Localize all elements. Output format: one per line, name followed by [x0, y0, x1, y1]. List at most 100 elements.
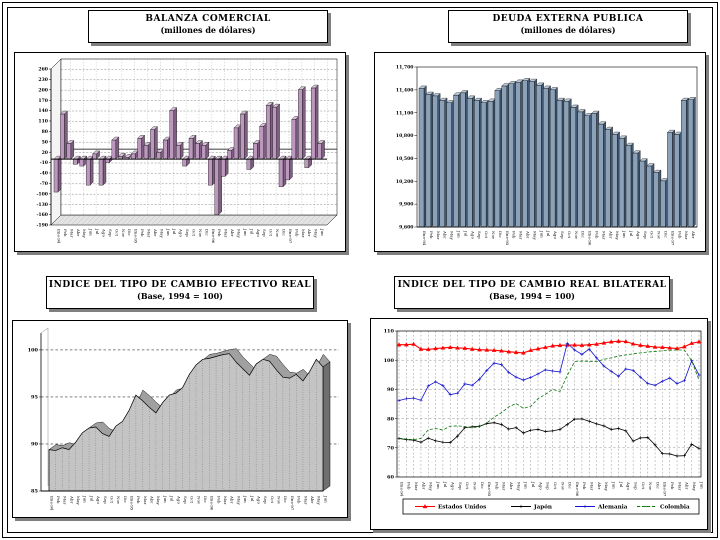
- svg-text:Abr: Abr: [443, 230, 448, 238]
- svg-text:Ene-95: Ene-95: [129, 496, 134, 511]
- svg-text:Feb: Feb: [512, 231, 517, 239]
- efectivo-title-box: INDICE DEL TIPO DE CAMBIO EFECTIVO REAL …: [46, 276, 314, 309]
- svg-text:Jul: Jul: [619, 481, 624, 488]
- svg-text:Jun: Jun: [539, 230, 544, 238]
- svg-text:-70: -70: [40, 181, 48, 187]
- svg-text:Oct: Oct: [650, 231, 655, 239]
- svg-text:Colombia: Colombia: [660, 505, 690, 511]
- svg-text:Jun: Jun: [436, 481, 441, 489]
- svg-text:Nov: Nov: [277, 496, 282, 505]
- svg-text:Jun: Jun: [611, 481, 616, 489]
- svg-text:Jul: Jul: [463, 230, 468, 237]
- svg-text:Oct: Oct: [553, 482, 558, 490]
- svg-text:Ene-96: Ene-96: [211, 229, 216, 244]
- svg-text:200: 200: [38, 87, 48, 93]
- svg-text:Abr: Abr: [685, 481, 690, 489]
- svg-text:260: 260: [38, 67, 48, 73]
- balanza-title-box: BALANZA COMERCIAL (millones de dólares): [88, 10, 328, 43]
- svg-text:Dic: Dic: [480, 482, 485, 489]
- svg-text:Mar: Mar: [63, 496, 68, 504]
- svg-text:May: May: [450, 231, 455, 240]
- svg-text:Mar: Mar: [223, 496, 228, 504]
- svg-text:Ago: Ago: [176, 495, 181, 504]
- svg-text:-160: -160: [37, 212, 49, 218]
- svg-text:95: 95: [31, 395, 38, 401]
- legend: Estados Unidos Japón Alemania Colombia: [402, 498, 700, 515]
- svg-text:-130: -130: [37, 202, 49, 208]
- svg-text:Ene-94: Ene-94: [56, 229, 61, 244]
- svg-text:Abr: Abr: [76, 228, 81, 236]
- balanza-title: BALANZA COMERCIAL: [145, 14, 271, 24]
- efectivo-title: INDICE DEL TIPO DE CAMBIO EFECTIVO REAL: [48, 280, 312, 290]
- svg-text:Abr: Abr: [597, 481, 602, 489]
- svg-text:Sep: Sep: [477, 231, 482, 239]
- svg-text:Nov: Nov: [648, 482, 653, 491]
- svg-text:Abr: Abr: [69, 495, 74, 503]
- svg-text:Jul: Jul: [172, 228, 177, 235]
- svg-text:Dic: Dic: [204, 229, 209, 236]
- svg-text:Feb: Feb: [63, 229, 68, 237]
- area-texture: [48, 355, 324, 490]
- svg-text:Jun: Jun: [243, 228, 248, 236]
- svg-text:Ene-96: Ene-96: [588, 231, 593, 246]
- svg-text:May: May: [429, 482, 434, 491]
- svg-text:Feb: Feb: [297, 496, 302, 504]
- svg-text:Mar: Mar: [143, 496, 148, 504]
- svg-text:Jun: Jun: [456, 230, 461, 238]
- svg-text:Feb: Feb: [140, 229, 145, 237]
- svg-text:Feb: Feb: [582, 482, 587, 490]
- svg-text:Jul: Jul: [170, 495, 175, 502]
- svg-text:Ago: Ago: [256, 228, 261, 237]
- svg-text:Sep: Sep: [262, 229, 267, 237]
- svg-text:May: May: [314, 229, 319, 238]
- svg-text:Dic: Dic: [281, 229, 286, 236]
- svg-text:Jul: Jul: [89, 495, 94, 502]
- svg-text:Ene-97: Ene-97: [663, 482, 668, 497]
- svg-text:Oct: Oct: [269, 229, 274, 237]
- x-axis-labels: Ene-94 Feb Mar Abr May Jun Jul Ago Sep Oct Nov Dic E…: [56, 228, 325, 244]
- svg-text:Feb: Feb: [677, 231, 682, 239]
- svg-text:Dic: Dic: [498, 231, 503, 238]
- svg-text:Mar: Mar: [414, 482, 419, 490]
- svg-text:Sep: Sep: [643, 231, 648, 239]
- svg-text:11,400: 11,400: [396, 87, 414, 93]
- series-Alemania: [397, 341, 701, 403]
- svg-text:Oct: Oct: [190, 496, 195, 504]
- bilateral-title: INDICE DEL TIPO DE CAMBIO REAL BILATERAL: [397, 280, 667, 290]
- svg-text:Dic: Dic: [283, 496, 288, 503]
- svg-text:Jun: Jun: [524, 481, 529, 489]
- svg-text:Abr: Abr: [421, 481, 426, 489]
- svg-text:110: 110: [384, 329, 395, 335]
- svg-text:11,700: 11,700: [396, 65, 414, 71]
- svg-text:May: May: [156, 496, 161, 505]
- svg-text:Jun: Jun: [166, 228, 171, 236]
- svg-text:Sep: Sep: [263, 496, 268, 504]
- svg-text:Oct: Oct: [465, 482, 470, 490]
- svg-text:Dic: Dic: [123, 496, 128, 503]
- svg-text:Ene-96: Ene-96: [575, 482, 580, 497]
- svg-text:Ene-95: Ene-95: [134, 229, 139, 244]
- balanza-subtitle: (millones de dólares): [160, 25, 256, 35]
- svg-text:Japón: Japón: [533, 504, 552, 511]
- svg-text:Ago: Ago: [636, 230, 641, 239]
- deuda-subtitle: (millones de dólares): [520, 25, 616, 35]
- svg-text:Ago: Ago: [538, 481, 543, 490]
- svg-text:50: 50: [42, 139, 48, 145]
- svg-text:Abr: Abr: [230, 495, 235, 503]
- svg-text:Mar: Mar: [69, 229, 74, 237]
- svg-text:Sep: Sep: [633, 482, 638, 490]
- svg-text:Abr: Abr: [608, 230, 613, 238]
- svg-text:Ene-94: Ene-94: [49, 496, 54, 511]
- svg-text:Mar: Mar: [684, 231, 689, 239]
- deuda-title-box: DEUDA EXTERNA PUBLICA (millones de dólar…: [448, 10, 688, 43]
- svg-text:Nov: Nov: [116, 496, 121, 505]
- svg-text:Sep: Sep: [185, 229, 190, 237]
- svg-text:Ene-97: Ene-97: [288, 229, 293, 244]
- svg-text:Mar: Mar: [224, 229, 229, 237]
- area: [48, 353, 324, 492]
- svg-text:Feb: Feb: [216, 496, 221, 504]
- svg-text:Jun: Jun: [622, 230, 627, 238]
- svg-text:Jun: Jun: [323, 495, 328, 503]
- deuda-title: DEUDA EXTERNA PUBLICA: [492, 14, 644, 24]
